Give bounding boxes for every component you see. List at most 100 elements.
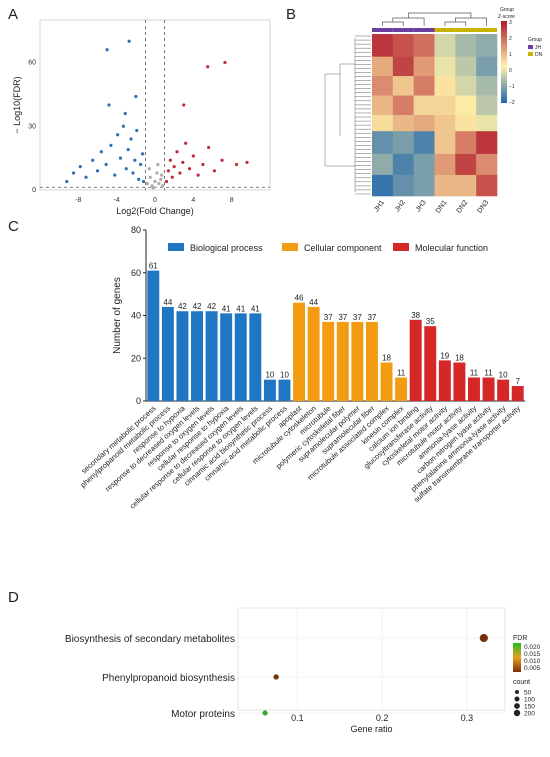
heatmap-cell bbox=[413, 131, 435, 155]
bar-category-label: calcium ion binding bbox=[367, 404, 420, 453]
volcano-point bbox=[137, 177, 141, 181]
volcano-point bbox=[95, 169, 100, 173]
heatmap-cell bbox=[434, 131, 456, 155]
volcano-point bbox=[105, 48, 109, 52]
bar-value-label: 42 bbox=[178, 302, 187, 311]
heatmap-cell bbox=[434, 76, 456, 96]
heatmap-cell bbox=[455, 76, 477, 96]
volcano-point bbox=[191, 154, 195, 158]
volcano-point bbox=[71, 171, 76, 175]
bar-value-label: 46 bbox=[295, 294, 304, 303]
volcano-point bbox=[65, 179, 69, 184]
volcano-x-tick: 4 bbox=[191, 197, 195, 204]
heatmap-scale-tick: 2 bbox=[509, 36, 512, 42]
volcano-point bbox=[131, 171, 135, 175]
heatmap-cell bbox=[455, 131, 477, 155]
bar bbox=[161, 306, 174, 401]
volcano-point bbox=[166, 169, 171, 173]
heatmap-cell bbox=[455, 174, 477, 197]
heatmap-column-label: DN1 bbox=[435, 199, 449, 215]
count-legend-title: count bbox=[513, 679, 530, 686]
bubble-x-label: Gene ratio bbox=[350, 724, 392, 734]
bubble-x-tick: 0.2 bbox=[376, 713, 389, 723]
volcano-point bbox=[212, 169, 217, 173]
volcano-point bbox=[220, 158, 224, 162]
heatmap-column-label: DN3 bbox=[476, 199, 490, 215]
bar bbox=[351, 321, 364, 401]
bar bbox=[497, 379, 510, 401]
heatmap-group-swatch bbox=[528, 52, 533, 56]
bubble-point bbox=[479, 633, 488, 643]
heatmap-group-cell bbox=[455, 28, 477, 32]
volcano-point bbox=[141, 179, 146, 184]
fdr-legend-tick: 0.020 bbox=[524, 644, 541, 651]
bar bbox=[453, 362, 466, 401]
heatmap-cell bbox=[476, 115, 498, 132]
heatmap-cell bbox=[413, 115, 435, 132]
heatmap-group-cell bbox=[434, 28, 456, 32]
volcano-point bbox=[207, 145, 211, 150]
count-legend-circle bbox=[514, 689, 520, 695]
heatmap-group-cell bbox=[392, 28, 414, 32]
volcano-point bbox=[147, 167, 151, 171]
heatmap-cell bbox=[392, 76, 414, 96]
count-legend-circle bbox=[514, 703, 520, 709]
bar bbox=[380, 362, 393, 401]
heatmap-column-dendrogram bbox=[382, 12, 487, 26]
volcano-point bbox=[113, 173, 117, 177]
volcano-y-label: − Log10(FDR) bbox=[12, 76, 22, 133]
heatmap-cell bbox=[476, 174, 498, 197]
bubble-term-label: Motor proteins bbox=[171, 709, 235, 720]
bar-category-label: microtubule cytoskeleton bbox=[251, 404, 318, 466]
heatmap-column-label: DN2 bbox=[456, 199, 470, 215]
heatmap-group-legend-title: Group bbox=[500, 7, 514, 13]
bar-category-label: response to hypoxia bbox=[131, 403, 188, 455]
fdr-legend-tick: 0.015 bbox=[524, 651, 541, 658]
volcano-point bbox=[178, 171, 182, 175]
heatmap-group-legend-title: Group bbox=[528, 37, 542, 43]
volcano-point bbox=[161, 184, 165, 188]
heatmap-cell bbox=[476, 56, 498, 77]
heatmap-cell bbox=[392, 34, 414, 57]
heatmap-cell bbox=[413, 34, 435, 57]
bar-value-label: 19 bbox=[440, 351, 449, 360]
bar-value-label: 10 bbox=[265, 371, 274, 380]
volcano-point bbox=[78, 165, 82, 169]
bubble-point bbox=[262, 710, 268, 716]
volcano-point bbox=[109, 143, 113, 147]
volcano-point bbox=[145, 182, 149, 186]
volcano-y-tick: 60 bbox=[28, 60, 36, 67]
volcano-point bbox=[196, 173, 200, 177]
bubble-x-tick: 0.1 bbox=[291, 713, 304, 723]
bar-value-label: 37 bbox=[338, 313, 347, 322]
heatmap-cell bbox=[392, 95, 414, 116]
bar-y-tick: 80 bbox=[131, 225, 141, 235]
bar-y-tick: 0 bbox=[136, 396, 141, 406]
heatmap-cell bbox=[413, 56, 435, 77]
count-legend-tick: 150 bbox=[524, 704, 535, 711]
heatmap-cell bbox=[455, 153, 477, 176]
volcano-point bbox=[160, 173, 164, 177]
volcano-point bbox=[91, 158, 95, 162]
bar-category-label: microtubule associated complex bbox=[306, 404, 392, 482]
bar-value-label: 44 bbox=[309, 298, 318, 307]
bar bbox=[205, 311, 218, 401]
volcano-y-tick: 30 bbox=[28, 123, 36, 130]
bar-legend-swatch bbox=[393, 243, 409, 251]
bar-category-label: cellular response to decreased oxygen le… bbox=[128, 404, 245, 511]
bar bbox=[278, 379, 291, 401]
bar-category-label: kinesin complex bbox=[360, 404, 406, 447]
volcano-point bbox=[172, 165, 176, 169]
heatmap-cell bbox=[372, 76, 394, 96]
volcano-x-tick: -4 bbox=[114, 197, 120, 204]
volcano-x-tick: 8 bbox=[230, 197, 234, 204]
count-legend-circle bbox=[513, 709, 521, 717]
bar-value-label: 37 bbox=[353, 313, 362, 322]
volcano-frame bbox=[39, 19, 271, 191]
volcano-point bbox=[150, 184, 154, 188]
volcano-point bbox=[164, 179, 169, 184]
bar bbox=[147, 270, 160, 401]
volcano-point bbox=[104, 162, 108, 167]
heatmap-cell bbox=[372, 115, 394, 132]
volcano-point bbox=[148, 175, 152, 179]
